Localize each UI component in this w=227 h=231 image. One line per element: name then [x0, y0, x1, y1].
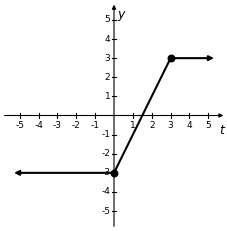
Text: 2: 2 — [104, 73, 110, 82]
Text: -3: -3 — [53, 121, 62, 130]
Point — [112, 171, 115, 175]
Text: -5: -5 — [15, 121, 24, 130]
Text: -1: -1 — [101, 130, 110, 139]
Text: -5: -5 — [101, 207, 110, 216]
Text: 5: 5 — [104, 15, 110, 24]
Text: -2: -2 — [101, 149, 110, 158]
Text: 1: 1 — [104, 92, 110, 101]
Text: 2: 2 — [148, 121, 154, 130]
Text: -1: -1 — [90, 121, 99, 130]
Point — [168, 56, 172, 60]
Text: -2: -2 — [72, 121, 80, 130]
Text: 1: 1 — [129, 121, 135, 130]
Text: 3: 3 — [167, 121, 173, 130]
Text: t: t — [218, 124, 223, 137]
Text: -3: -3 — [101, 168, 110, 177]
Text: y: y — [117, 9, 125, 21]
Text: 3: 3 — [104, 54, 110, 63]
Text: 4: 4 — [186, 121, 191, 130]
Text: 4: 4 — [104, 34, 110, 43]
Text: 5: 5 — [205, 121, 210, 130]
Text: -4: -4 — [34, 121, 43, 130]
Text: -4: -4 — [101, 188, 110, 197]
